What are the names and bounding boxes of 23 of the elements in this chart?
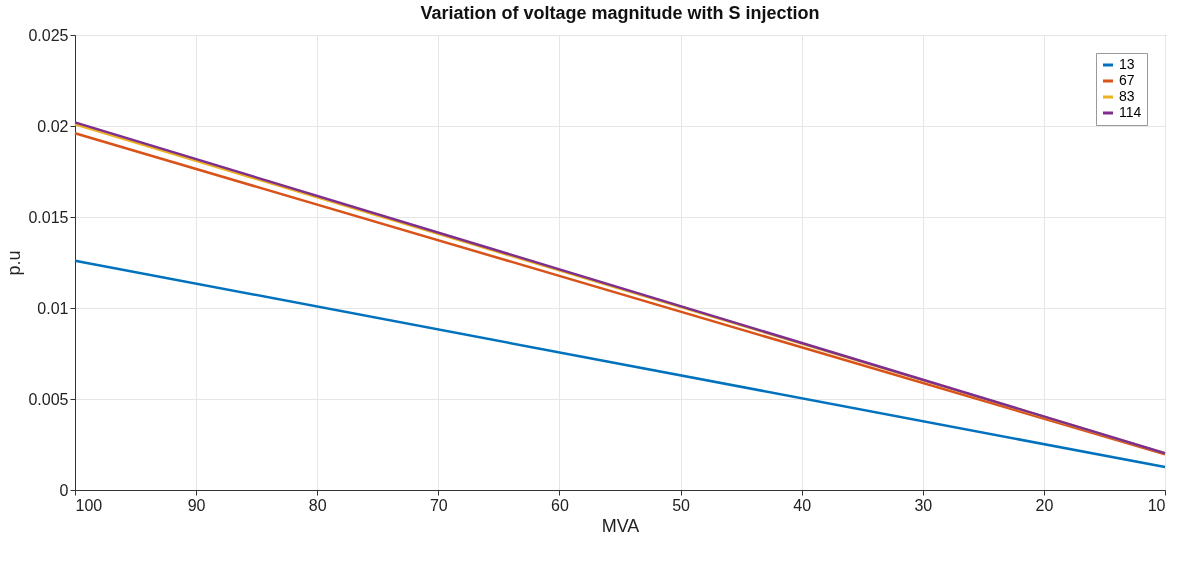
x-tick-label: 90 (187, 496, 206, 514)
x-tick-label: 20 (1035, 496, 1054, 514)
x-tick-label: 40 (793, 496, 812, 514)
x-axis-title: MVA (601, 515, 640, 536)
y-axis-title: p.u (4, 250, 25, 276)
legend-label: 114 (1119, 104, 1142, 120)
y-tick-label: 0.015 (28, 208, 69, 226)
x-tick-label: 10 (1147, 496, 1166, 514)
legend-label: 83 (1119, 88, 1135, 104)
y-tick-label: 0.025 (28, 26, 69, 44)
x-tick-label: 70 (429, 496, 448, 514)
chart-title: Variation of voltage magnitude with S injection (420, 3, 820, 23)
x-tick-label: 50 (672, 496, 691, 514)
y-tick-label: 0.005 (28, 390, 69, 408)
y-tick-label: 0.01 (37, 299, 69, 317)
y-tick-label: 0 (59, 481, 69, 499)
x-tick-label: 80 (308, 496, 327, 514)
legend-label: 13 (1119, 56, 1135, 72)
legend-label: 67 (1119, 72, 1135, 88)
y-tick-label: 0.02 (37, 117, 69, 135)
x-tick-label: 60 (551, 496, 569, 514)
x-tick-label: 30 (914, 496, 933, 514)
x-tick-label: 100 (75, 496, 103, 514)
